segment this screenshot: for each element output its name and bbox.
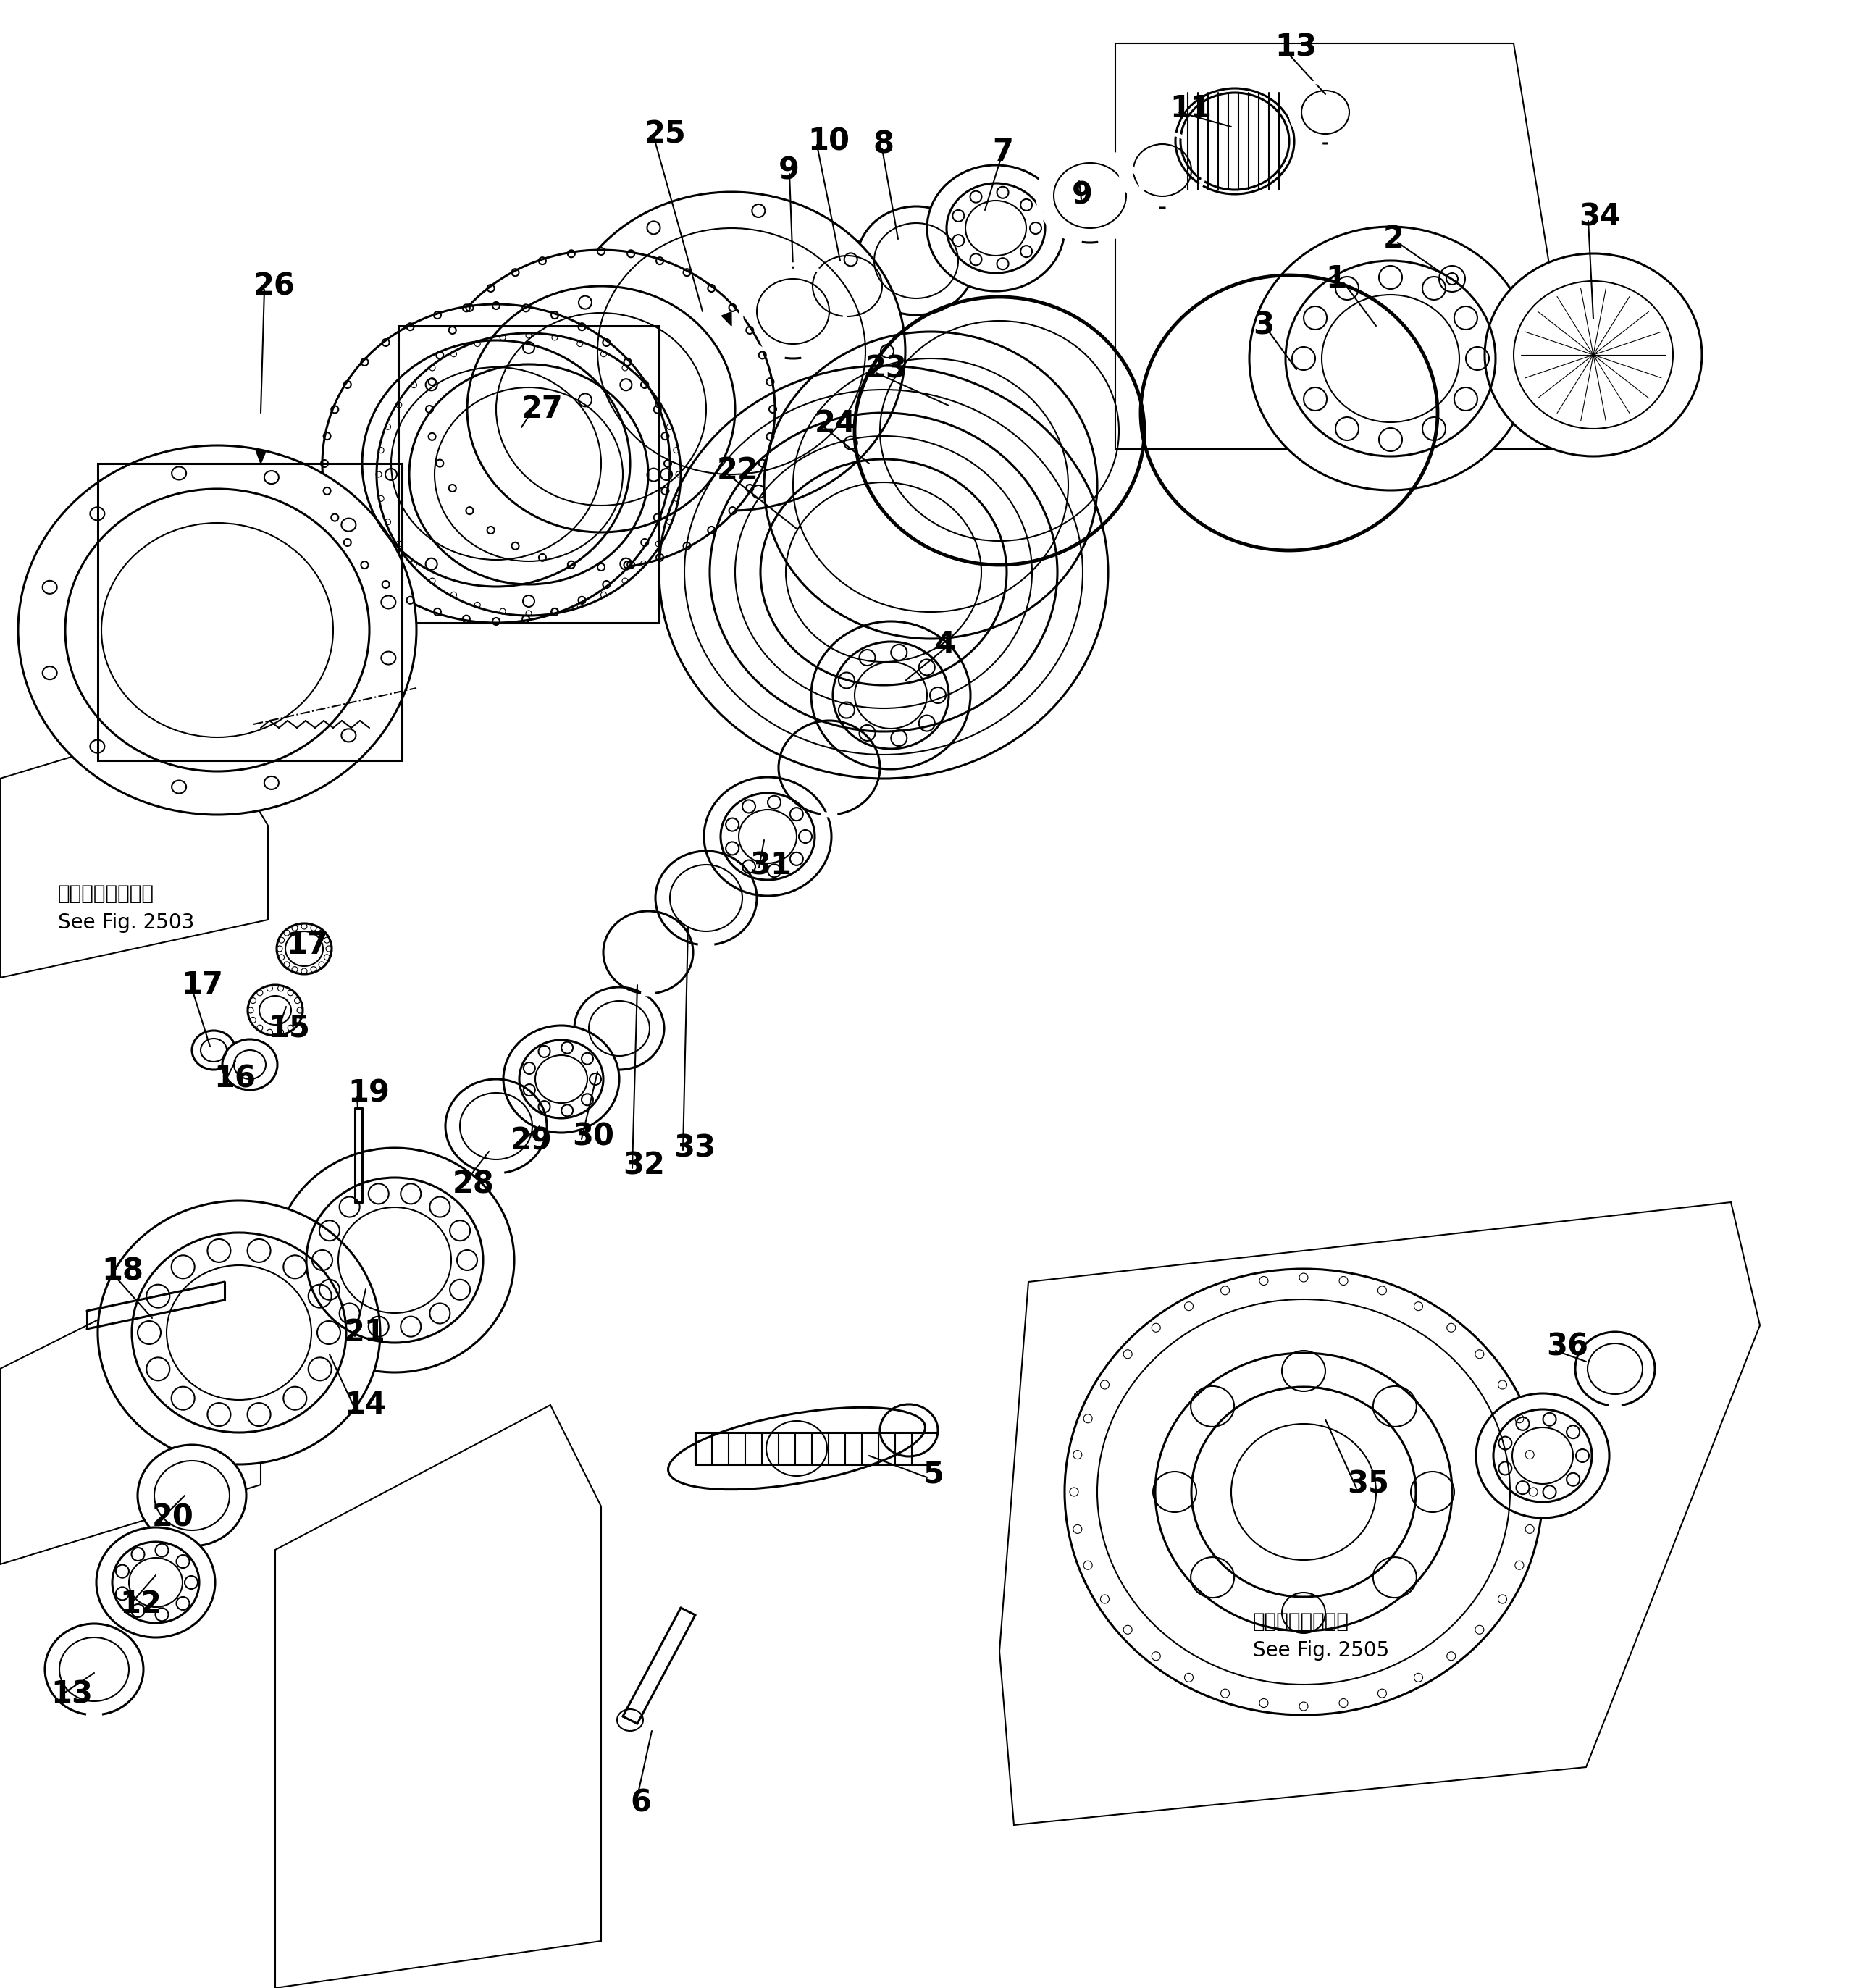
Text: 13: 13	[50, 1680, 93, 1710]
Ellipse shape	[1065, 1268, 1542, 1716]
Polygon shape	[722, 312, 732, 326]
Text: 23: 23	[866, 354, 907, 384]
Text: 7: 7	[992, 137, 1013, 167]
Ellipse shape	[927, 165, 1065, 290]
Text: 17: 17	[287, 930, 328, 960]
Ellipse shape	[1121, 133, 1205, 209]
Ellipse shape	[573, 988, 665, 1070]
Text: 9: 9	[778, 155, 799, 185]
Text: 33: 33	[674, 1133, 715, 1163]
Text: 1: 1	[1326, 264, 1346, 294]
Text: 26: 26	[253, 270, 296, 302]
Text: 25: 25	[644, 119, 687, 149]
Text: 30: 30	[572, 1121, 614, 1153]
Text: 第２５０３図参照: 第２５０３図参照	[58, 883, 155, 905]
Ellipse shape	[503, 1026, 620, 1133]
Text: 29: 29	[510, 1125, 553, 1155]
Ellipse shape	[426, 250, 775, 569]
Ellipse shape	[1477, 1394, 1609, 1519]
Text: 35: 35	[1346, 1469, 1389, 1499]
Text: 2: 2	[1383, 225, 1404, 254]
Text: 32: 32	[624, 1151, 665, 1181]
Text: 3: 3	[1253, 310, 1274, 342]
Ellipse shape	[248, 984, 304, 1036]
Ellipse shape	[1484, 254, 1702, 457]
Text: 31: 31	[750, 851, 791, 881]
Text: 24: 24	[816, 408, 857, 439]
Ellipse shape	[1290, 82, 1359, 143]
Text: 36: 36	[1545, 1332, 1588, 1362]
Ellipse shape	[192, 1030, 235, 1070]
Ellipse shape	[797, 241, 897, 332]
Text: 28: 28	[452, 1169, 495, 1199]
Text: 20: 20	[153, 1503, 194, 1533]
Text: 14: 14	[344, 1390, 385, 1419]
Ellipse shape	[222, 1040, 277, 1089]
Ellipse shape	[704, 777, 832, 897]
Ellipse shape	[99, 1201, 380, 1465]
Text: 16: 16	[214, 1064, 255, 1093]
Ellipse shape	[276, 1147, 514, 1372]
Text: 5: 5	[924, 1459, 944, 1489]
Ellipse shape	[277, 922, 331, 974]
Text: 8: 8	[873, 129, 894, 161]
Text: 13: 13	[1275, 32, 1316, 62]
Text: 4: 4	[935, 630, 955, 660]
Text: 11: 11	[1169, 93, 1212, 123]
Text: 17: 17	[181, 970, 223, 1000]
Ellipse shape	[19, 445, 417, 815]
Text: 第２５０５図参照: 第２５０５図参照	[1253, 1612, 1350, 1632]
Text: 10: 10	[808, 125, 849, 157]
Ellipse shape	[812, 622, 970, 769]
Text: 18: 18	[101, 1256, 143, 1286]
Ellipse shape	[97, 1527, 216, 1638]
Text: 19: 19	[348, 1077, 389, 1109]
Text: See Fig. 2503: See Fig. 2503	[58, 912, 194, 932]
Ellipse shape	[1249, 227, 1532, 491]
Text: 21: 21	[344, 1318, 385, 1348]
Text: 22: 22	[717, 455, 760, 485]
Text: 6: 6	[629, 1787, 652, 1819]
Text: 9: 9	[1073, 181, 1093, 211]
Ellipse shape	[1175, 87, 1294, 195]
Ellipse shape	[668, 1408, 925, 1489]
Text: 12: 12	[119, 1588, 162, 1620]
Text: 27: 27	[521, 394, 564, 423]
Text: See Fig. 2505: See Fig. 2505	[1253, 1640, 1389, 1660]
Polygon shape	[255, 451, 266, 463]
Ellipse shape	[322, 304, 670, 622]
Ellipse shape	[138, 1445, 246, 1547]
Text: 15: 15	[268, 1014, 309, 1044]
Ellipse shape	[557, 193, 905, 511]
Text: 34: 34	[1579, 203, 1620, 233]
Ellipse shape	[857, 207, 976, 314]
Ellipse shape	[1037, 149, 1141, 243]
